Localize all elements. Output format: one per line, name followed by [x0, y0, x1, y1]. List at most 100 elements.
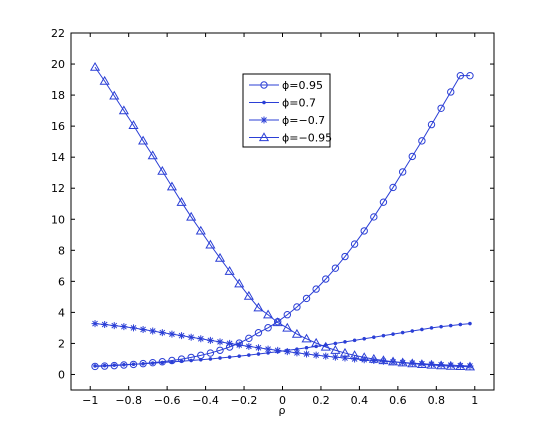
dot-marker [256, 352, 261, 356]
triangle-marker [138, 135, 149, 145]
star-marker [370, 357, 378, 365]
circle-marker [389, 183, 397, 192]
star-marker [206, 336, 214, 344]
triangle-marker [157, 165, 168, 175]
triangle-marker [330, 345, 341, 354]
triangle-marker [387, 356, 399, 366]
dot-marker [150, 361, 155, 365]
triangle-marker [224, 266, 235, 275]
dot-marker [227, 355, 232, 359]
circle-marker [350, 240, 359, 248]
dot-marker [420, 327, 424, 332]
dot-marker [381, 333, 386, 338]
circle-marker [254, 329, 263, 337]
triangle-marker [89, 61, 101, 71]
circle-marker [283, 311, 292, 319]
star-marker [120, 323, 128, 331]
star-marker [101, 320, 109, 328]
triangle-marker [445, 360, 456, 370]
star-marker [178, 332, 186, 340]
triangle-marker [359, 352, 370, 362]
circle-marker [427, 120, 436, 129]
y-tick-label: 14 [51, 151, 65, 164]
star-marker [235, 341, 243, 349]
dot-marker [112, 363, 117, 368]
x-axis-label: ρ [279, 404, 286, 417]
star-marker [260, 116, 268, 124]
series-group [93, 321, 472, 368]
star-marker [274, 346, 282, 354]
dot-marker [179, 359, 184, 364]
circle-marker [437, 104, 445, 112]
triangle-marker [349, 350, 360, 360]
triangle-marker [186, 211, 197, 221]
triangle-marker [99, 75, 110, 85]
dot-marker [218, 356, 222, 360]
triangle-marker [258, 132, 270, 142]
star-marker [283, 348, 291, 356]
triangle-marker [407, 358, 418, 368]
circle-marker [158, 358, 167, 366]
circle-marker [456, 71, 465, 80]
dot-marker [400, 330, 405, 335]
x-tick-label: −1 [82, 394, 98, 407]
star-marker [187, 333, 195, 341]
dot-marker [131, 362, 136, 367]
dot-marker [208, 357, 213, 361]
triangle-marker [464, 361, 476, 371]
triangle-marker [320, 341, 331, 351]
legend: ϕ=0.95 ϕ=0.7 ϕ=−0.7 ϕ=−0.95 [242, 73, 332, 148]
triangle-marker [416, 359, 427, 369]
x-tick-label: −0.8 [115, 394, 142, 407]
star-marker [129, 324, 137, 332]
star-marker [226, 339, 234, 347]
circle-marker [447, 88, 455, 96]
circle-marker [341, 252, 349, 261]
circle-marker [466, 71, 474, 80]
y-tick-label: 4 [58, 306, 65, 319]
circle-marker [418, 137, 426, 145]
dot-marker [429, 326, 434, 330]
triangle-marker [426, 359, 437, 369]
star-marker [456, 362, 464, 370]
y-tick-label: 0 [58, 368, 65, 381]
triangle-marker [234, 278, 245, 288]
triangle-marker [301, 333, 312, 343]
x-axis: −1 −0.8 −0.6 −0.4 −0.2 0 0.2 0.4 0.6 0.8 1 [82, 33, 478, 407]
star-marker [447, 361, 455, 369]
triangle-marker [118, 105, 129, 115]
series-line [94, 66, 470, 368]
star-marker [331, 353, 339, 361]
x-tick-label: 0 [279, 394, 286, 407]
triangle-marker [166, 181, 178, 191]
dot-marker [391, 332, 395, 336]
star-marker [149, 327, 157, 335]
dot-marker [189, 358, 194, 363]
y-tick-label: 8 [58, 244, 65, 257]
dot-marker [304, 345, 309, 350]
x-tick-label: 0.4 [351, 394, 369, 407]
triangle-marker [147, 150, 158, 160]
triangle-marker [368, 353, 379, 363]
dot-marker [198, 357, 203, 362]
circle-marker [322, 275, 330, 283]
triangle-marker [436, 360, 447, 370]
y-tick-label: 18 [51, 89, 65, 102]
star-marker [312, 351, 320, 359]
star-marker [158, 329, 166, 337]
triangle-marker [195, 225, 206, 235]
dot-marker [468, 321, 472, 326]
series-line [95, 75, 470, 367]
circle-marker [312, 285, 320, 293]
triangle-marker [214, 252, 226, 262]
dot-marker [160, 360, 165, 365]
y-tick-label: 20 [51, 58, 65, 71]
star-marker [254, 344, 262, 352]
circle-marker [379, 198, 388, 206]
dot-marker [362, 336, 367, 341]
dot-marker [141, 361, 145, 366]
triangle-marker [205, 239, 216, 249]
x-tick-label: 0.6 [389, 394, 407, 407]
star-marker [168, 330, 176, 338]
